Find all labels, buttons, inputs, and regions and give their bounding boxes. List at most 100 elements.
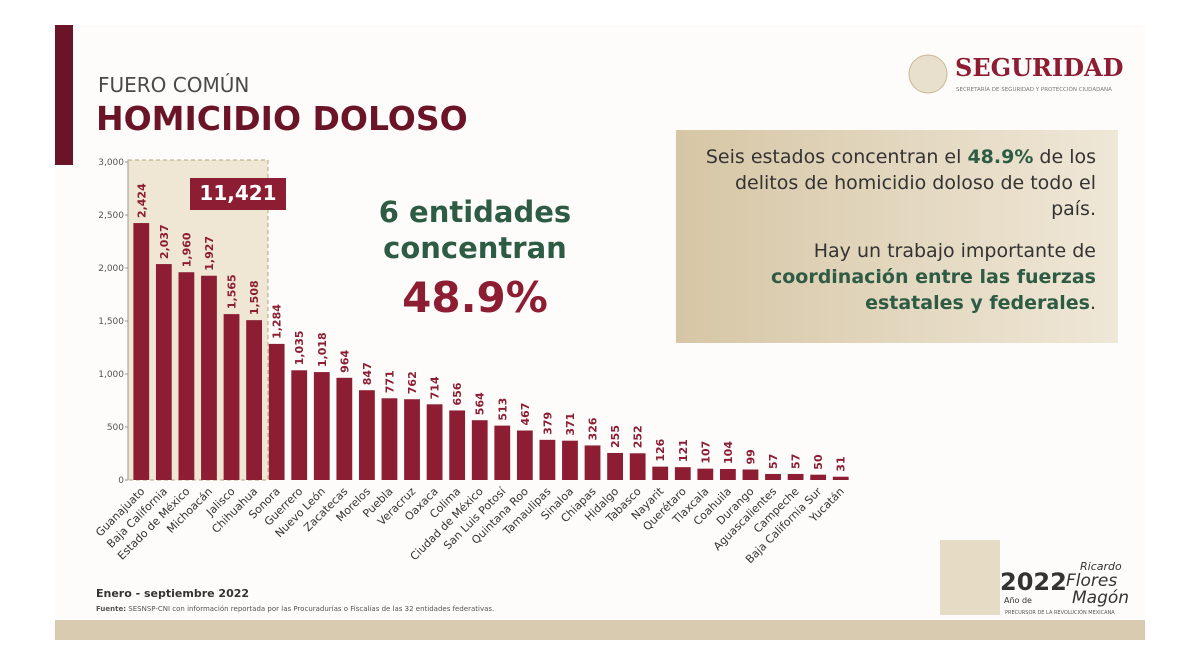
- bar: [449, 410, 466, 480]
- bar: [562, 440, 578, 480]
- value-label: 2,037: [158, 224, 171, 259]
- value-label: 1,018: [316, 332, 329, 367]
- value-label: 964: [338, 350, 351, 373]
- accent-bar: [55, 25, 73, 165]
- bottom-bar: [55, 620, 1145, 640]
- value-label: 57: [790, 454, 803, 469]
- kicker: FUERO COMÚN: [98, 73, 249, 97]
- bar: [313, 372, 330, 480]
- value-label: 57: [767, 454, 780, 469]
- value-label: 121: [677, 439, 690, 462]
- bar: [629, 453, 646, 480]
- source-label: Fuente:: [96, 605, 126, 613]
- bar: [607, 452, 623, 480]
- value-label: 104: [722, 441, 735, 464]
- headline-text: 6 entidades: [379, 195, 571, 229]
- brand-subtitle: SECRETARÍA DE SEGURIDAD Y PROTECCIÓN CIU…: [956, 86, 1112, 93]
- value-label: 126: [654, 438, 667, 461]
- value-label: 771: [383, 370, 396, 393]
- bar: [178, 272, 195, 480]
- bar: [516, 430, 533, 480]
- logo-tagline: PRECURSOR DE LA REVOLUCIÓN MEXICANA: [1005, 609, 1115, 616]
- bar: [291, 370, 308, 480]
- value-label: 513: [496, 398, 509, 421]
- value-label: 1,035: [293, 330, 306, 365]
- logo-ano: Año de: [1004, 596, 1032, 605]
- value-label: 255: [609, 425, 622, 448]
- bar: [674, 467, 691, 480]
- logo-first: Ricardo: [1080, 560, 1122, 573]
- bar: [787, 473, 804, 480]
- period: Enero - septiembre 2022: [96, 587, 249, 600]
- title: HOMICIDIO DOLOSO: [96, 99, 468, 138]
- value-label: 50: [812, 454, 825, 470]
- value-label: 107: [699, 441, 712, 464]
- source-text: SESNSP-CNI con información reportada por…: [128, 605, 494, 613]
- logo-year: 2022: [1000, 568, 1067, 596]
- portrait: [940, 540, 1000, 615]
- bar: [765, 473, 781, 480]
- bar: [381, 398, 398, 480]
- bar: [426, 404, 443, 480]
- bar: [223, 314, 240, 480]
- value-label: 1,960: [180, 232, 193, 267]
- value-label: 371: [564, 413, 577, 436]
- logo-name2: Magón: [1072, 588, 1129, 608]
- panel-p2: Hay un trabajo importante de coordinació…: [686, 238, 1096, 316]
- bar: [584, 445, 601, 480]
- source: Fuente: SESNSP-CNI con información repor…: [96, 605, 494, 613]
- bar: [720, 468, 736, 480]
- text: de los delitos de homicidio doloso de to…: [735, 146, 1096, 220]
- value-label: 99: [744, 449, 757, 464]
- value-label: 467: [519, 403, 532, 426]
- value-label: 762: [406, 371, 419, 394]
- bar: [471, 420, 488, 480]
- emphasis: coordinación entre las fuerzas estatales…: [770, 266, 1096, 314]
- bar: [359, 390, 375, 480]
- bar: [652, 466, 669, 480]
- headline-value: 48.9%: [402, 273, 548, 322]
- value-label: 379: [541, 412, 554, 435]
- text: Hay un trabajo importante de: [813, 240, 1096, 262]
- brand-name: SEGURIDAD: [955, 53, 1123, 82]
- value-label: 326: [587, 417, 600, 440]
- bar: [539, 439, 556, 480]
- bar: [697, 468, 714, 480]
- value-label: 31: [835, 456, 848, 471]
- bar: [246, 320, 262, 480]
- emblem: [908, 54, 948, 94]
- text: Seis estados concentran el: [705, 146, 968, 168]
- bar: [201, 275, 217, 480]
- bar: [832, 476, 849, 480]
- bar: [155, 264, 172, 480]
- y-tick-label: 0: [118, 476, 124, 486]
- headline-text: concentran: [383, 231, 567, 265]
- bar: [133, 223, 150, 480]
- bar: [336, 377, 353, 480]
- headline: 6 entidades concentran: [379, 195, 571, 265]
- value-label: 252: [632, 425, 645, 448]
- y-tick-label: 500: [107, 423, 124, 433]
- value-label: 714: [429, 376, 442, 399]
- text: .: [1089, 292, 1096, 314]
- value-label: 847: [361, 362, 374, 385]
- bar: [742, 469, 759, 480]
- total-label: 11,421: [199, 181, 276, 205]
- y-tick-label: 1,000: [98, 370, 124, 380]
- value-label: 564: [474, 392, 487, 415]
- panel-p1: Seis estados concentran el 48.9% de los …: [686, 144, 1096, 222]
- value-label: 1,565: [226, 274, 239, 309]
- value-label: 1,927: [203, 236, 216, 271]
- bar: [810, 474, 827, 480]
- value-label: 2,424: [135, 183, 148, 218]
- total-badge: [190, 178, 286, 210]
- y-tick-label: 1,500: [98, 317, 124, 327]
- info-panel: Seis estados concentran el 48.9% de los …: [676, 130, 1118, 343]
- y-tick-label: 2,500: [98, 211, 124, 221]
- value-label: 1,508: [248, 280, 261, 315]
- value-label: 656: [451, 382, 464, 405]
- emphasis: 48.9%: [967, 146, 1034, 168]
- bar: [404, 399, 420, 480]
- y-tick-label: 2,000: [98, 264, 124, 274]
